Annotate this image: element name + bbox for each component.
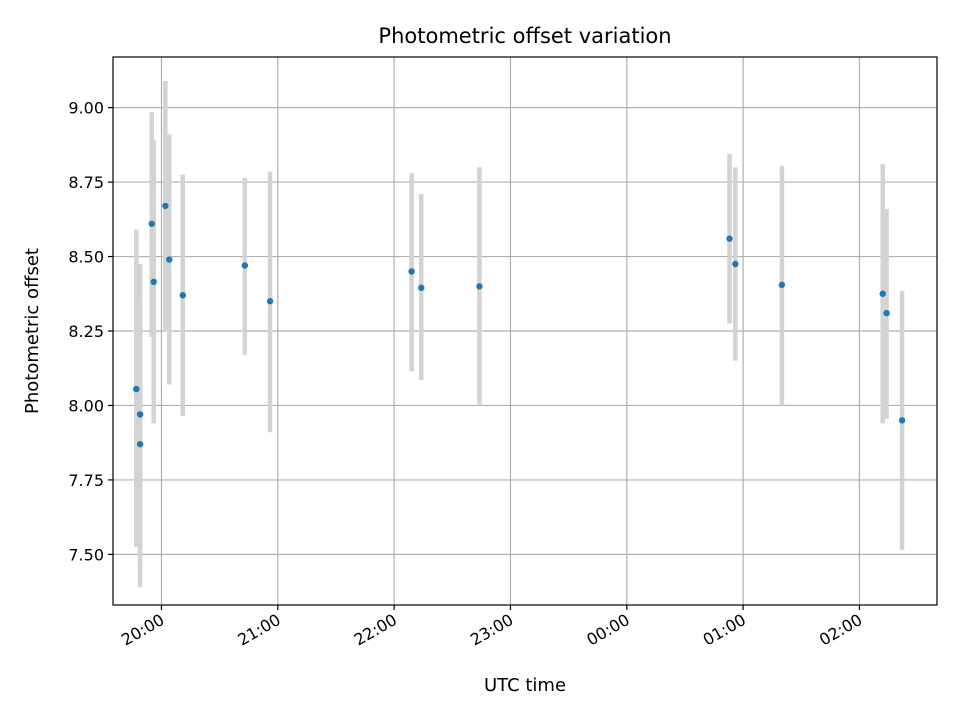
data-point <box>476 283 483 290</box>
data-point <box>879 290 886 297</box>
data-point <box>883 309 890 317</box>
y-tick-label: 9.00 <box>68 99 104 118</box>
data-point <box>136 411 144 418</box>
data-point <box>179 292 186 299</box>
grid-layer <box>113 57 937 605</box>
y-axis-label: Photometric offset <box>22 248 43 414</box>
data-point <box>136 440 144 448</box>
data-point <box>778 281 786 289</box>
y-tick-label: 7.75 <box>68 471 104 490</box>
data-point <box>162 202 169 210</box>
data-point <box>726 235 733 242</box>
data-point <box>418 284 425 292</box>
y-tick-label: 7.50 <box>68 545 104 564</box>
data-point <box>266 298 274 305</box>
data-point <box>166 256 173 263</box>
x-axis-label: UTC time <box>484 675 566 696</box>
y-tick-label: 8.50 <box>68 248 104 267</box>
data-point <box>898 417 906 424</box>
data-point <box>133 385 140 393</box>
y-axis-ticks: 7.50 7.75 8.00 8.25 8.50 8.75 9.00 <box>68 99 113 564</box>
data-point <box>408 268 415 275</box>
chart-title: Photometric offset variation <box>378 24 671 48</box>
y-tick-label: 8.75 <box>68 173 104 192</box>
data-point <box>148 220 155 227</box>
data-point <box>732 260 739 268</box>
data-point <box>150 278 157 286</box>
y-tick-label: 8.00 <box>68 396 104 415</box>
point-layer <box>133 202 906 448</box>
data-point <box>241 262 249 269</box>
y-tick-label: 8.25 <box>68 322 104 341</box>
